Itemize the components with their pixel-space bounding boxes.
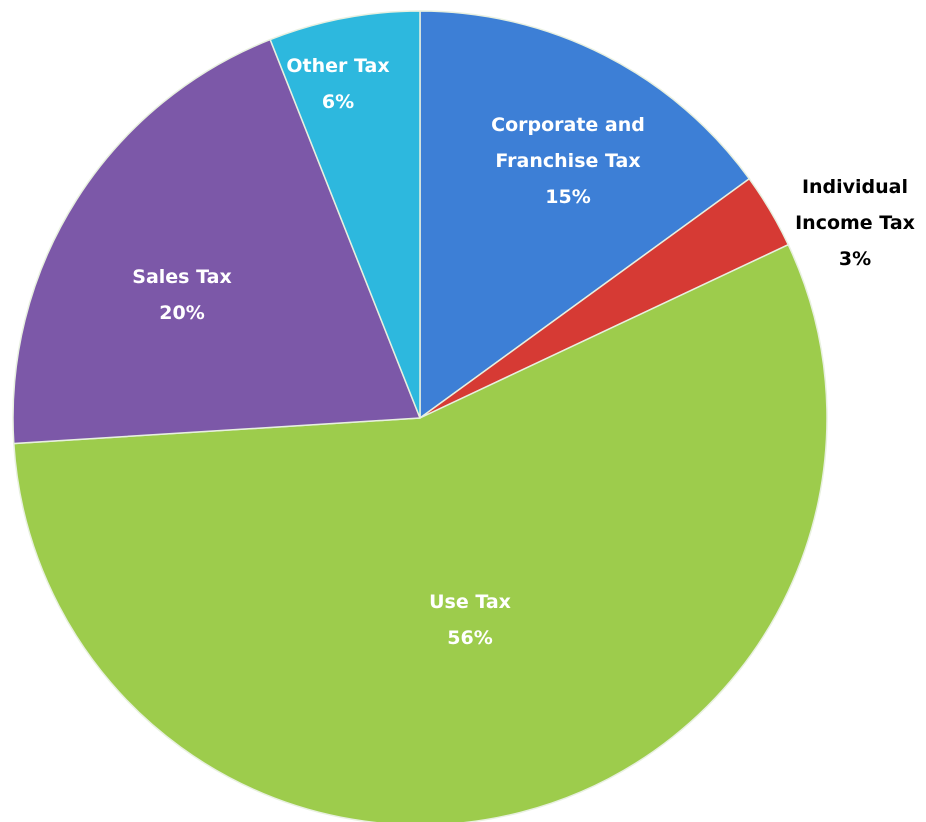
slice-label: Other Tax 6%	[238, 48, 438, 120]
category-label: Use Tax	[429, 591, 511, 613]
slice-label: Individual Income Tax 3%	[780, 169, 926, 277]
pie-slice	[269, 10, 421, 419]
value-label: 15%	[545, 186, 591, 208]
pie-slice	[13, 243, 828, 822]
slice-label: Corporate and Franchise Tax 15%	[473, 107, 663, 215]
pie-slice	[12, 38, 422, 445]
value-label: 3%	[838, 248, 872, 270]
slice-label: Sales Tax 20%	[82, 259, 282, 331]
slice-label: Use Tax 56%	[370, 584, 570, 656]
pie-slice	[419, 10, 751, 420]
category-label: Corporate and Franchise Tax	[491, 114, 645, 172]
value-label: 20%	[159, 302, 205, 324]
category-label: Other Tax	[286, 55, 390, 77]
category-label: Sales Tax	[132, 266, 232, 288]
category-label: Individual Income Tax	[795, 176, 915, 234]
value-label: 56%	[447, 627, 493, 649]
value-label: 6%	[321, 91, 355, 113]
